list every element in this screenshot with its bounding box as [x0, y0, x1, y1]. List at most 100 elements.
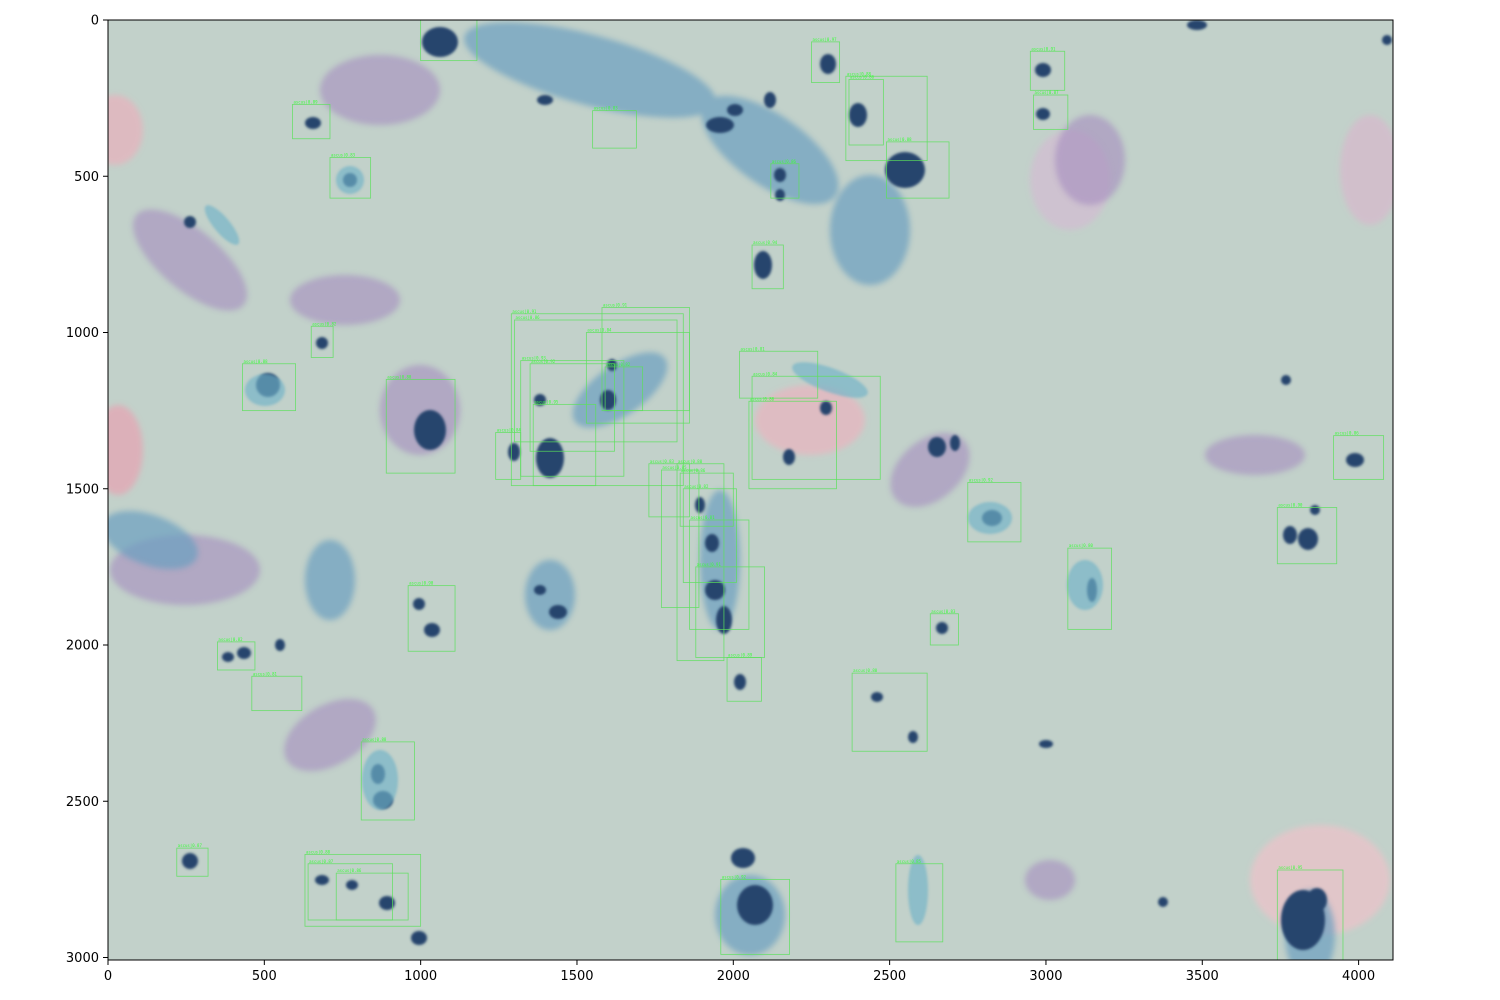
detection-label: ascus|0.83 — [331, 153, 356, 158]
detection-label: ascus|0.88 — [362, 737, 387, 742]
y-tick-label: 2000 — [66, 639, 99, 654]
detection-box — [1276, 507, 1338, 565]
detection-box — [682, 488, 737, 583]
detection-label: ascus|0.87 — [178, 843, 203, 848]
detection-box — [726, 657, 762, 702]
detection-label: ascus|0.90 — [1278, 503, 1303, 508]
detection-label: ascus|0.86 — [337, 868, 362, 873]
micrograph-image — [108, 20, 1393, 960]
detection-label: ascus|0.86 — [515, 315, 540, 320]
detection-box — [848, 78, 884, 146]
detection-box — [770, 163, 800, 199]
detection-box — [851, 672, 928, 752]
detection-label: ascus|0.83 — [594, 106, 619, 111]
detection-box — [886, 141, 950, 199]
detection-label: ascus|0.82 — [684, 484, 709, 489]
detection-label: ascus|0.91 — [1031, 46, 1056, 51]
detection-box — [604, 366, 644, 412]
y-tick-label: 1000 — [66, 326, 99, 341]
detection-box — [751, 375, 881, 480]
detection-box — [689, 519, 750, 630]
plot-frame — [107, 19, 1394, 961]
detection-label: ascus|0.97 — [812, 37, 837, 42]
detection-label: ascus|0.88 — [847, 71, 872, 76]
detection-box — [310, 325, 334, 358]
detection-box — [510, 313, 684, 487]
detection-box — [304, 853, 422, 927]
detection-box — [1033, 94, 1069, 130]
detection-label: ascus|0.91 — [603, 303, 628, 308]
detection-label: ascus|0.81 — [691, 515, 716, 520]
detection-box — [748, 400, 837, 490]
detection-box — [720, 878, 790, 955]
detection-box — [751, 244, 784, 290]
detection-label: ascus|0.92 — [531, 359, 556, 364]
detection-label: ascus|0.81 — [741, 346, 766, 351]
detection-label: ascus|0.92 — [722, 874, 747, 879]
detection-label: ascus — [422, 15, 435, 20]
y-tick-label: 500 — [74, 170, 99, 185]
detection-label: ascus|0.90 — [409, 581, 434, 586]
detection-label: ascus|0.85 — [662, 465, 687, 470]
detection-box — [967, 482, 1022, 543]
detection-box — [360, 741, 415, 821]
detection-box — [676, 463, 725, 662]
detection-label: ascus|0.83 — [931, 609, 956, 614]
detection-box — [420, 20, 478, 62]
detection-label: ascus|0.80 — [750, 396, 775, 401]
detection-box — [176, 847, 209, 877]
detection-box — [660, 469, 700, 608]
detection-box — [739, 350, 819, 399]
detection-box — [1029, 50, 1066, 91]
detection-box — [251, 675, 303, 712]
x-tick-label: 1000 — [404, 969, 437, 984]
detection-box — [329, 157, 372, 199]
detection-box — [1276, 869, 1344, 960]
detection-box — [601, 307, 690, 412]
x-tick-label: 2500 — [873, 969, 906, 984]
detection-label: ascus|0.87 — [1034, 90, 1059, 95]
detection-box — [592, 110, 637, 149]
detection-label: ascus|0.87 — [309, 859, 334, 864]
detection-box — [895, 863, 944, 943]
x-tick-label: 4000 — [1342, 969, 1375, 984]
detection-box — [529, 363, 615, 452]
detection-label: ascus|0.80 — [387, 374, 412, 379]
detection-label: ascus|0.91 — [512, 309, 537, 314]
x-tick-label: 3500 — [1186, 969, 1219, 984]
y-tick-label: 0 — [91, 14, 99, 29]
y-tick-label: 2500 — [66, 795, 99, 810]
detection-overlay: ascusascus|0.97ascus|0.91ascus|0.87ascus… — [176, 15, 1385, 960]
detection-label: ascus|0.94 — [753, 240, 778, 245]
detection-box — [1333, 435, 1385, 480]
detection-label: ascus|0.85 — [897, 859, 922, 864]
detection-label: ascus|0.93 — [522, 356, 547, 361]
x-tick-label: 500 — [252, 969, 277, 984]
detection-box — [648, 463, 690, 518]
detection-label: ascus|0.80 — [853, 668, 878, 673]
detection-label: ascus|0.91 — [697, 562, 722, 567]
detection-label: ascus|0.88 — [243, 359, 268, 364]
detection-box — [929, 613, 959, 646]
detection-label: ascus|0.86 — [1335, 431, 1360, 436]
detection-box — [217, 641, 256, 671]
x-tick-label: 2000 — [717, 969, 750, 984]
detection-label: ascus|0.84 — [497, 428, 522, 433]
detection-box — [407, 585, 456, 652]
detection-label: ascus|0.80 — [678, 459, 703, 464]
detection-box — [532, 403, 597, 487]
x-axis: 0 500 1000 1500 2000 2500 3000 3500 4000 — [104, 960, 1375, 984]
detection-label: ascus|0.86 — [681, 468, 706, 473]
detection-box — [811, 41, 841, 83]
x-tick-label: 1500 — [560, 969, 593, 984]
detection-label: ascus|0.82 — [218, 637, 243, 642]
detection-label: ascus|0.82 — [606, 362, 631, 367]
detection-label: ascus|0.84 — [587, 328, 612, 333]
y-tick-label: 3000 — [66, 951, 99, 966]
detection-label: ascus|0.86 — [772, 159, 797, 164]
detection-box — [292, 103, 331, 140]
detection-label: ascus|0.86 — [850, 74, 875, 79]
detection-label: ascus|0.88 — [306, 849, 331, 854]
detection-box — [385, 378, 456, 474]
